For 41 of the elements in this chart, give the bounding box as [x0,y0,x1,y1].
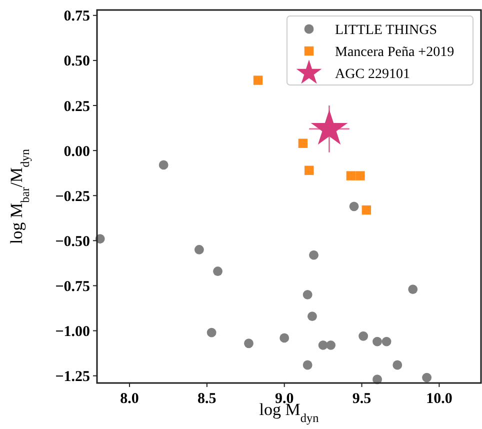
y-tick-label: 0.00 [64,144,90,160]
point [349,202,359,212]
point [358,331,368,341]
x-tick-label: 8.0 [120,391,139,407]
x-tick-label: 9.5 [352,391,372,407]
y-tick-label: 0.75 [64,8,90,25]
point [318,340,328,350]
point [408,284,418,294]
point [382,336,392,346]
point [213,266,222,276]
point [298,138,308,148]
point [422,372,432,382]
point [362,205,372,215]
y-tick-label: 0.50 [64,54,90,70]
point [302,360,312,370]
point [253,76,263,85]
point [326,340,336,350]
point [158,160,168,170]
x-tick-label: 8.5 [198,391,216,407]
point [244,338,254,348]
point [346,171,356,180]
y-tick-label: −1.00 [55,324,90,340]
point [280,333,290,343]
point [308,312,317,322]
point [356,171,365,180]
y-tick-label: −0.75 [55,278,90,295]
point [392,360,402,370]
point [206,328,216,338]
x-tick-label: 10.0 [426,391,452,407]
y-tick-label: 0.25 [64,98,90,115]
point [309,250,318,260]
legend-label: Mancera Peña +2019 [335,44,454,60]
point [194,244,204,254]
point [304,166,314,175]
legend-label: LITTLE THINGS [335,22,437,38]
legend-label: AGC 229101 [335,66,410,82]
y-tick-label: −0.25 [55,188,90,205]
point [302,290,312,300]
point [372,336,382,346]
y-tick-label: −1.25 [55,369,90,386]
y-tick-label: −0.50 [55,234,90,250]
